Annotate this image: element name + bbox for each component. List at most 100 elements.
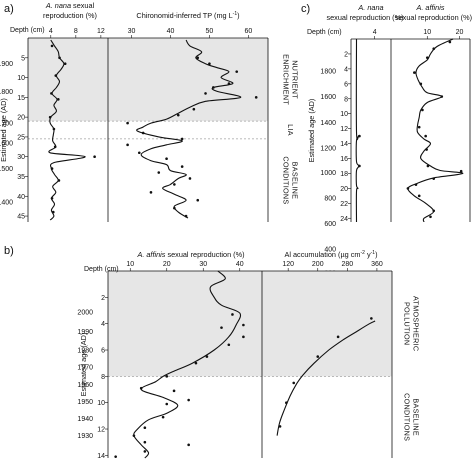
series-title: A. nana sexual (45, 1, 95, 10)
data-point (432, 177, 436, 180)
data-point (188, 177, 192, 180)
zone-label-word: ATMOSPHERIC (412, 296, 421, 351)
depth-tick-label: 20 (340, 186, 348, 193)
depth-tick-label: 25 (17, 134, 25, 141)
x-tick-label: 20 (456, 29, 464, 36)
age-tick-label: 600 (324, 221, 336, 228)
data-point (205, 355, 209, 358)
x-tick-label: 280 (341, 261, 353, 268)
data-point (58, 56, 61, 60)
x-tick-label: 360 (371, 261, 383, 268)
zone-label-word: ENRICHMENT (282, 54, 291, 105)
data-point (114, 455, 117, 458)
data-point (57, 179, 61, 182)
data-point (48, 115, 52, 119)
zone-label: ATMOSPHERICPOLLUTION (403, 296, 421, 351)
depth-tick-label: 5 (21, 55, 25, 62)
age-tick-label: 400 (324, 246, 336, 253)
age-tick-label: 1000 (320, 170, 336, 177)
age-tick-label: 1960 (77, 382, 93, 389)
zone-label: BASELINECONDITIONS (403, 393, 421, 441)
data-point (429, 215, 432, 219)
x-tick-label: 4 (373, 29, 377, 36)
data-point (176, 113, 180, 117)
data-point (143, 440, 147, 444)
depth-axis-title: Depth (cm) (84, 266, 119, 273)
series-title-part: y (365, 250, 371, 259)
depth-tick-label: 8 (344, 96, 348, 103)
data-point (51, 210, 55, 214)
data-point (336, 335, 340, 339)
series-title-rest: sexual reproduction (%) (165, 250, 244, 259)
age-tick-label: 1930 (77, 433, 93, 440)
series-title-line2: sexual reproduction (%) (326, 13, 403, 22)
depth-tick-label: 18 (340, 171, 348, 178)
data-point (165, 402, 169, 406)
depth-tick-label: 15 (17, 95, 25, 102)
species-name: A. affinis (136, 250, 165, 259)
data-point (50, 44, 54, 48)
depth-tick-label: 12 (97, 427, 105, 434)
series-title: A. affinis sexual reproduction (%) (136, 250, 244, 259)
age-tick-label: 1600 (320, 94, 336, 101)
age-tick-label: 1200 (320, 146, 336, 153)
depth-tick-label: 10 (97, 400, 105, 407)
data-point (242, 323, 245, 327)
series-curve (48, 39, 86, 221)
data-point (180, 137, 184, 141)
zone-label-word: NUTRIENT (291, 60, 300, 99)
series-title: A. affinis (416, 3, 445, 12)
data-point (180, 165, 184, 168)
data-point (204, 92, 207, 95)
zone-label-word: POLLUTION (403, 302, 412, 345)
data-point (316, 355, 320, 358)
depth-tick-label: 14 (97, 453, 105, 460)
series-title-line2: sexual reproduction (%) (395, 13, 472, 22)
panel-letter: c) (301, 3, 310, 15)
data-point (424, 134, 427, 138)
data-point (278, 425, 282, 428)
series-curve (276, 320, 376, 436)
series-title-main: Chironomid-inferred TP (mg L (136, 11, 232, 20)
depth-axis-title: Depth (cm) (10, 27, 45, 34)
zone-label: LIA (286, 124, 295, 136)
data-point (149, 191, 153, 194)
zone-label-word: CONDITIONS (403, 393, 412, 441)
age-tick-label: 1400 (0, 200, 13, 207)
data-point (417, 125, 421, 129)
data-point (425, 56, 429, 59)
data-point (56, 98, 60, 101)
data-point (165, 375, 169, 378)
data-point (285, 401, 288, 404)
data-point (425, 148, 428, 151)
data-point (413, 71, 416, 74)
age-axis-title: Estimated age (AD) (0, 98, 8, 162)
data-point (126, 121, 129, 125)
data-point (187, 443, 190, 447)
x-tick-label: 30 (199, 261, 207, 268)
series-title: Al accumulation (µg cm-2 y-1) (284, 250, 377, 259)
data-point (406, 187, 410, 190)
depth-tick-label: 10 (17, 75, 25, 82)
data-point (143, 450, 147, 453)
x-tick-label: 40 (167, 28, 175, 35)
zone-label: NUTRIENTENRICHMENT (282, 54, 300, 105)
data-point (157, 171, 161, 174)
depth-tick-label: 24 (340, 216, 348, 223)
panel-a: a) NUTRIENTENRICHMENT LIA BASELINECONDITION… (0, 1, 300, 222)
age-tick-label: 800 (324, 196, 336, 203)
x-tick-label: 4 (49, 28, 53, 35)
x-tick-label: 30 (128, 28, 136, 35)
data-point (432, 47, 436, 51)
series-title-part: ) (375, 250, 377, 259)
age-tick-label: 2000 (77, 309, 93, 316)
data-point (448, 40, 452, 44)
age-tick-label: 1940 (77, 416, 93, 423)
depth-tick-label: 22 (340, 201, 348, 208)
data-point (235, 70, 239, 73)
series-title-part: Al accumulation (µg cm (284, 250, 360, 259)
data-point (161, 415, 165, 419)
data-point (184, 214, 188, 218)
depth-tick-label: 8 (101, 374, 105, 381)
